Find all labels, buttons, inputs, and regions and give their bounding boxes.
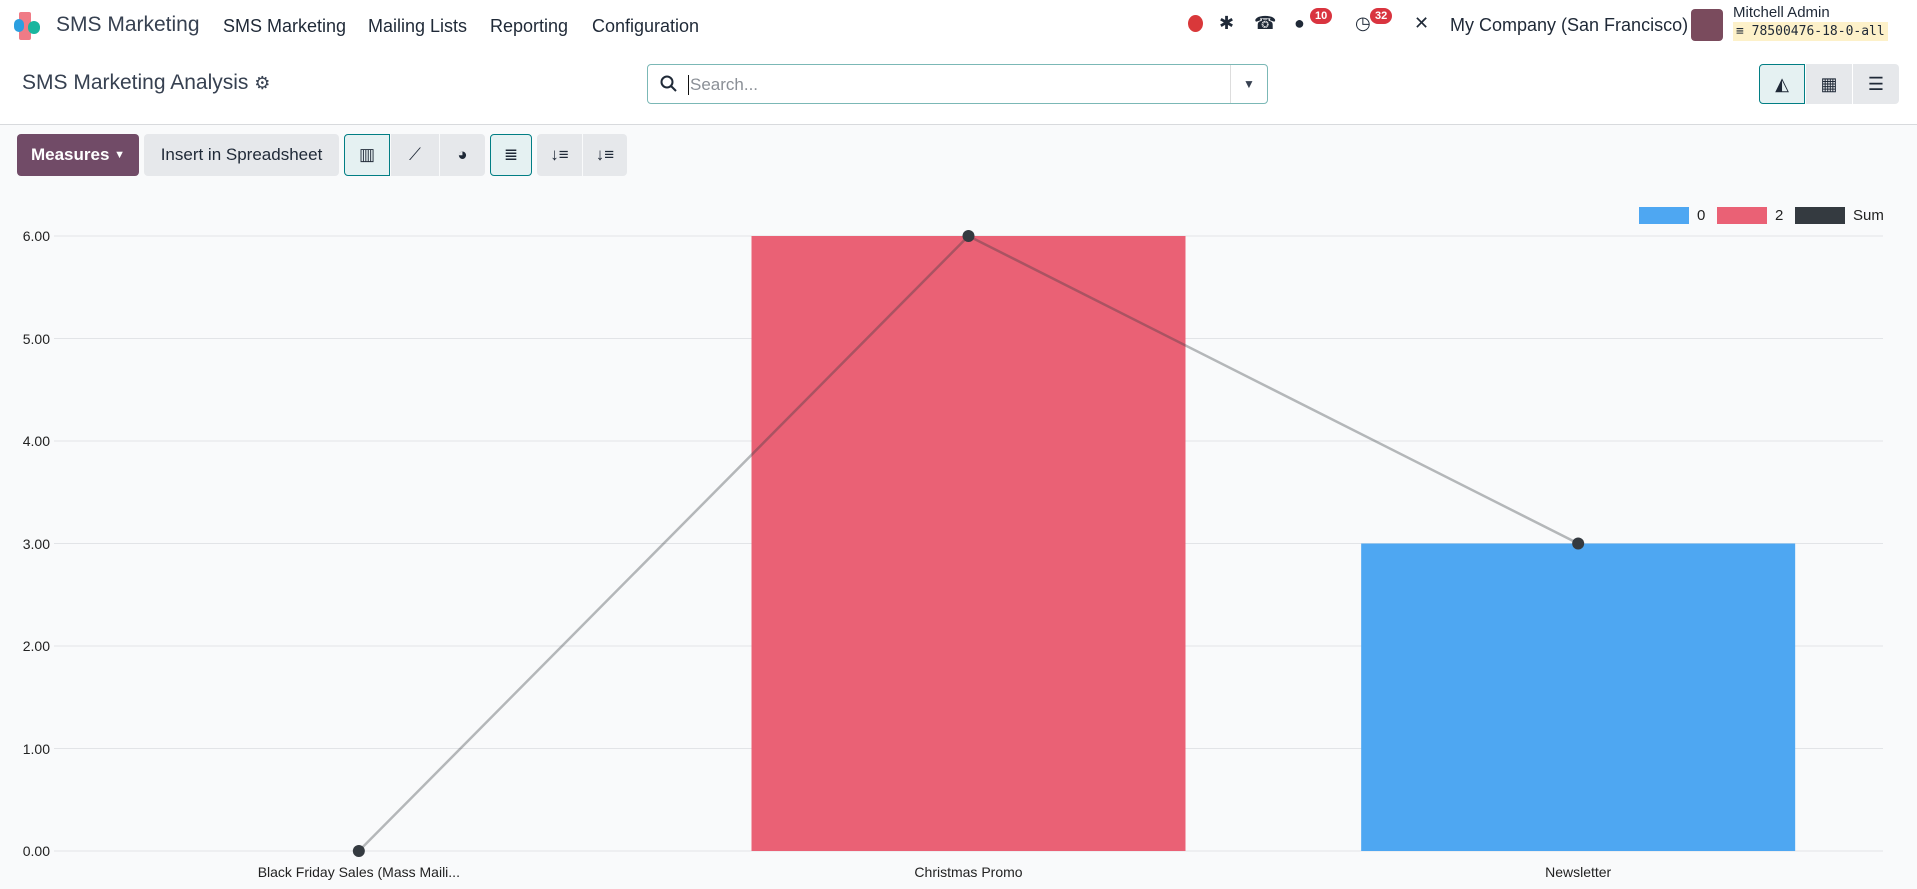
- legend-swatch: [1795, 207, 1845, 224]
- user-name[interactable]: Mitchell Admin: [1733, 4, 1830, 21]
- sort-descending-icon: ↓≡: [550, 145, 569, 164]
- y-tick-label: 0.00: [22, 843, 50, 859]
- menu-mailing-lists[interactable]: Mailing Lists: [368, 16, 468, 36]
- legend-swatch: [1717, 207, 1767, 224]
- gear-icon[interactable]: ⚙: [254, 73, 271, 93]
- activity-badge: 32: [1370, 8, 1393, 24]
- bar-series-2: [751, 236, 1186, 851]
- database-icon: ≡: [1736, 24, 1752, 39]
- measures-label: Measures: [30, 145, 110, 164]
- sum-point: [962, 230, 975, 242]
- line-chart-icon: ⟋: [409, 145, 421, 164]
- bar-chart-icon: ▥: [358, 145, 376, 164]
- record-icon[interactable]: [1188, 15, 1203, 32]
- top-navbar: SMS Marketing SMS Marketing Mailing List…: [0, 0, 1917, 51]
- phone-icon[interactable]: ☎: [1254, 13, 1277, 33]
- pie-chart-icon: ◕: [457, 145, 468, 164]
- menu-sms-marketing[interactable]: SMS Marketing: [223, 16, 347, 36]
- x-tick-label: Newsletter: [1545, 864, 1612, 880]
- legend-item-0[interactable]: 0: [1639, 207, 1705, 224]
- x-tick-label: Christmas Promo: [914, 864, 1023, 880]
- stacked-button[interactable]: ≣: [490, 134, 532, 176]
- x-tick-label: Black Friday Sales (Mass Maili...: [257, 864, 460, 880]
- line-chart-button[interactable]: ⟋: [391, 134, 439, 176]
- search-bar[interactable]: Search... ▼: [647, 64, 1268, 104]
- company-switcher[interactable]: My Company (San Francisco): [1450, 15, 1689, 35]
- database-label: 78500476-18-0-all: [1751, 24, 1885, 39]
- menu-configuration[interactable]: Configuration: [592, 16, 700, 36]
- legend-label: 2: [1775, 207, 1784, 224]
- y-tick-label: 6.00: [22, 228, 50, 244]
- legend-label: 0: [1697, 207, 1706, 224]
- sort-ascending-icon: ↓≡: [595, 145, 615, 164]
- bar-chart-button[interactable]: ▥: [344, 134, 390, 176]
- legend-item-2[interactable]: 2: [1717, 207, 1783, 224]
- y-tick-label: 4.00: [22, 433, 50, 449]
- measures-button[interactable]: Measures ▼: [17, 134, 139, 176]
- avatar[interactable]: [1691, 9, 1723, 41]
- control-panel: SMS Marketing Analysis ⚙ Search... ▼ ◭ ▦…: [0, 51, 1917, 125]
- sum-point: [1572, 537, 1585, 550]
- legend-swatch: [1639, 207, 1689, 224]
- y-tick-label: 5.00: [22, 330, 50, 347]
- bar-series-0: [1361, 543, 1796, 851]
- sum-point: [352, 845, 365, 857]
- database-name: ≡ 78500476-18-0-all: [1733, 22, 1888, 41]
- search-options-toggle[interactable]: ▼: [1230, 65, 1267, 103]
- legend-label: Sum: [1853, 207, 1884, 224]
- menu-reporting[interactable]: Reporting: [490, 16, 569, 36]
- chat-badge: 10: [1310, 8, 1333, 24]
- stack-icon: ≣: [503, 145, 519, 164]
- bug-icon[interactable]: ✱: [1219, 13, 1235, 33]
- pie-chart-button[interactable]: ◕: [440, 134, 485, 176]
- search-icon: [660, 75, 677, 92]
- list-view-button[interactable]: ☰: [1853, 64, 1899, 104]
- page-title: SMS Marketing Analysis ⚙: [22, 71, 270, 95]
- sort-ascending-button[interactable]: ↓≡: [583, 134, 627, 176]
- insert-spreadsheet-button[interactable]: Insert in Spreadsheet: [144, 134, 339, 176]
- search-input[interactable]: Search...: [688, 75, 759, 95]
- pivot-view-button[interactable]: ▦: [1806, 64, 1852, 104]
- graph-view-button[interactable]: ◭: [1759, 64, 1805, 104]
- legend-item-sum[interactable]: Sum: [1795, 207, 1884, 224]
- page-title-text: SMS Marketing Analysis: [22, 71, 249, 94]
- app-logo-icon[interactable]: [14, 12, 44, 40]
- y-tick-label: 3.00: [22, 535, 50, 552]
- sort-descending-button[interactable]: ↓≡: [537, 134, 582, 176]
- app-name[interactable]: SMS Marketing: [56, 13, 200, 36]
- y-tick-label: 2.00: [22, 638, 50, 654]
- chat-icon[interactable]: ●: [1294, 13, 1305, 33]
- caret-down-icon: ▼: [114, 149, 126, 161]
- tools-icon[interactable]: ✕: [1414, 13, 1430, 33]
- clock-icon[interactable]: ◷: [1355, 13, 1371, 33]
- y-tick-label: 1.00: [22, 740, 50, 757]
